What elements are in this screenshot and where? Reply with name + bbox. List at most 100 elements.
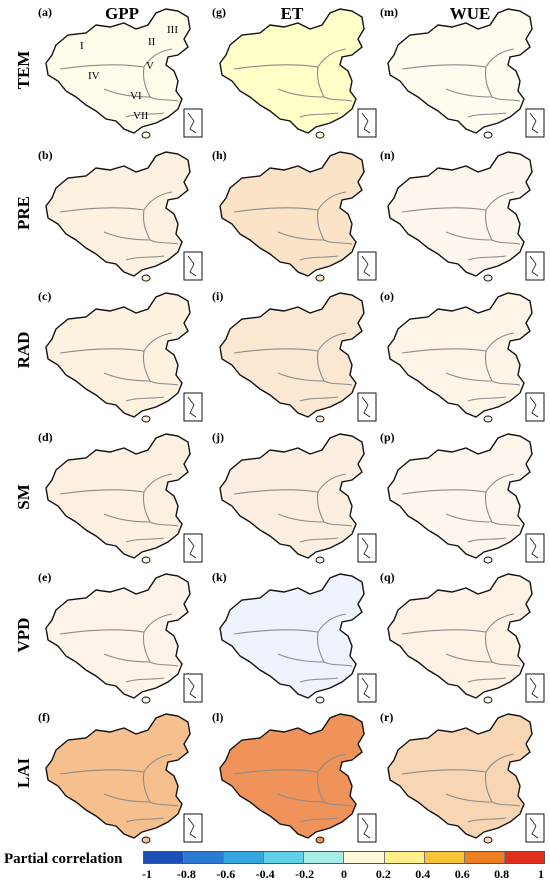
- china-map: [219, 8, 377, 139]
- row-header-rad: RAD: [14, 331, 33, 369]
- island: [141, 131, 151, 139]
- colorbar-tick-label: -0.6: [216, 867, 236, 881]
- row-header-vpd: VPD: [14, 617, 33, 653]
- legend: Partial correlation -1 -0.8 -0.6 -0.4 -0.2 0 0…: [0, 845, 550, 881]
- region-boundary: [317, 48, 347, 68]
- region-boundary: [59, 64, 145, 70]
- china-map: [387, 713, 545, 844]
- region-boundary: [467, 255, 507, 261]
- panel-label: (b): [38, 148, 53, 162]
- region-boundary: [233, 769, 319, 775]
- region-boundary: [467, 112, 507, 118]
- region-label-ii: II: [148, 36, 156, 48]
- region-boundary: [125, 255, 165, 261]
- region-boundary: [142, 631, 151, 663]
- region-boundary: [467, 537, 507, 543]
- map-panel-tem-et: (g): [212, 5, 380, 143]
- region-boundary: [103, 653, 151, 663]
- region-boundary: [142, 66, 151, 98]
- region-label-vi: VI: [130, 90, 142, 102]
- region-boundary: [299, 112, 339, 118]
- region-boundary: [323, 380, 353, 386]
- region-boundary: [485, 753, 515, 773]
- region-boundary: [485, 48, 515, 68]
- inset-coastline: [361, 677, 371, 699]
- map-panel-lai-gpp: (f): [38, 710, 206, 848]
- country-outline: [387, 151, 533, 277]
- map-panel-tem-gpp: (a): [38, 5, 206, 143]
- inset-coastline: [187, 817, 197, 839]
- region-boundary: [485, 191, 515, 211]
- region-boundary: [316, 631, 325, 663]
- colorbar-tick-label: 0.6: [454, 867, 470, 881]
- inset-coastline: [187, 537, 197, 559]
- china-map: [45, 8, 203, 139]
- row-header-tem: TEM: [14, 50, 33, 90]
- inset-coastline: [529, 817, 539, 839]
- region-boundary: [445, 372, 493, 382]
- panel-label: (e): [38, 570, 52, 584]
- region-label-iv: IV: [88, 70, 100, 82]
- region-boundary: [445, 88, 493, 98]
- country-outline: [387, 8, 533, 134]
- colorbar-segment: [304, 852, 345, 863]
- map-panel-sm-gpp: (d): [38, 430, 206, 568]
- china-map: [387, 292, 545, 423]
- region-boundary: [445, 231, 493, 241]
- region-label-iii: III: [167, 24, 178, 36]
- panel-label: (m): [380, 5, 398, 19]
- region-boundary: [149, 96, 179, 102]
- region-boundary: [59, 207, 145, 213]
- region-boundary: [142, 491, 151, 523]
- region-boundary: [143, 191, 173, 211]
- region-boundary: [233, 629, 319, 635]
- island: [141, 415, 151, 423]
- region-boundary: [316, 771, 325, 803]
- region-boundary: [401, 64, 487, 70]
- island: [315, 836, 325, 844]
- region-boundary: [277, 793, 325, 803]
- country-outline: [387, 573, 533, 699]
- region-boundary: [485, 332, 515, 352]
- inset-coastline: [361, 817, 371, 839]
- colorbar-segment: [184, 852, 225, 863]
- region-boundary: [445, 513, 493, 523]
- region-boundary: [467, 677, 507, 683]
- legend-title: Partial correlation: [4, 851, 123, 867]
- panel-label: (d): [38, 430, 53, 444]
- panel-label: (f): [38, 710, 50, 724]
- region-boundary: [299, 255, 339, 261]
- inset-coastline: [187, 677, 197, 699]
- inset-coastline: [361, 112, 371, 134]
- region-boundary: [277, 88, 325, 98]
- column-header-gpp: GPP: [105, 4, 139, 23]
- map-panel-pre-wue: (n): [380, 148, 548, 286]
- region-boundary: [103, 372, 151, 382]
- region-boundary: [491, 801, 521, 807]
- region-boundary: [233, 489, 319, 495]
- country-outline: [45, 8, 191, 134]
- region-boundary: [317, 753, 347, 773]
- region-boundary: [401, 629, 487, 635]
- island: [315, 274, 325, 282]
- region-boundary: [317, 473, 347, 493]
- panel-label: (p): [380, 430, 395, 444]
- region-boundary: [143, 613, 173, 633]
- country-outline: [45, 292, 191, 418]
- country-outline: [219, 8, 365, 134]
- map-panel-tem-wue: (m): [380, 5, 548, 143]
- island: [141, 556, 151, 564]
- colorbar-segment: [224, 852, 265, 863]
- map-panel-sm-wue: (p): [380, 430, 548, 568]
- panel-label: (k): [212, 570, 227, 584]
- country-outline: [45, 573, 191, 699]
- island: [141, 836, 151, 844]
- china-map: [219, 713, 377, 844]
- panel-label: (h): [212, 148, 227, 162]
- region-boundary: [445, 793, 493, 803]
- china-map: [45, 713, 203, 844]
- map-panel-vpd-gpp: (e): [38, 570, 206, 708]
- region-boundary: [491, 521, 521, 527]
- row-header-pre: PRE: [14, 196, 33, 230]
- region-boundary: [491, 661, 521, 667]
